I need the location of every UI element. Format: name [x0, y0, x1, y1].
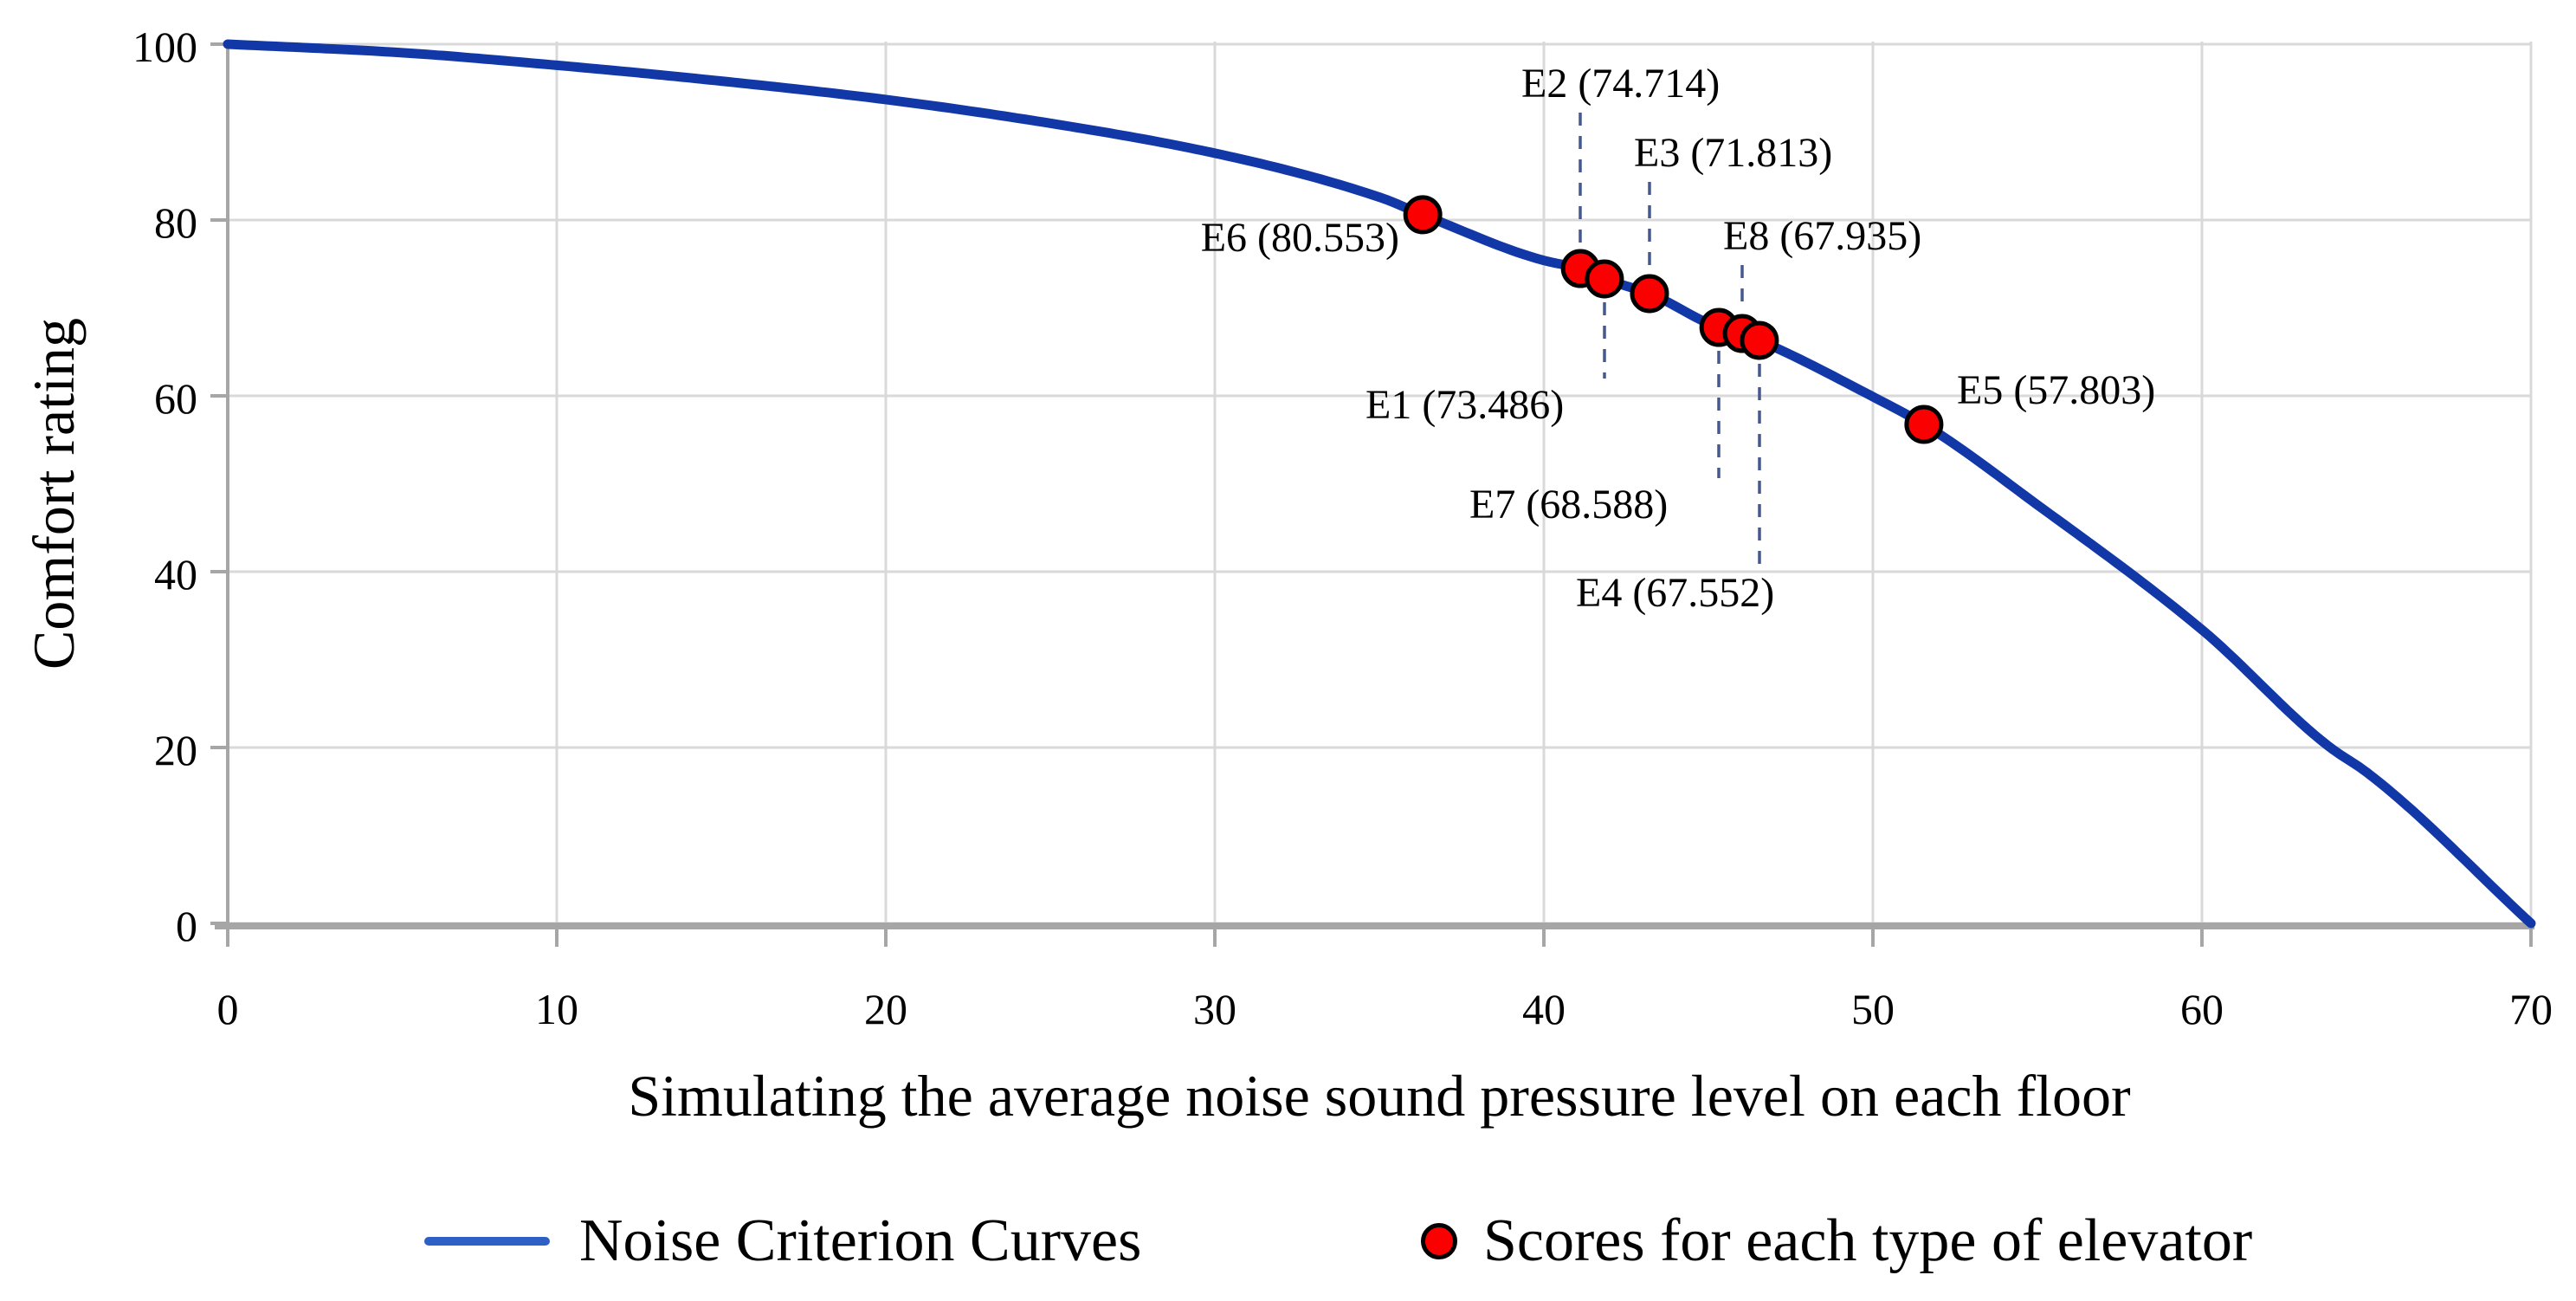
point-label-E5: E5 (57.803) — [1957, 367, 2155, 413]
y-tick-label: 20 — [154, 726, 197, 774]
point-label-E6: E6 (80.553) — [1201, 215, 1399, 261]
x-tick-label: 0 — [217, 985, 239, 1033]
x-tick-label: 40 — [1522, 985, 1566, 1033]
legend-item-noise-criterion-curves: Noise Criterion Curves — [424, 1207, 1141, 1274]
legend-label-scores: Scores for each type of elevator — [1483, 1207, 2253, 1274]
x-tick-label: 70 — [2509, 985, 2553, 1033]
y-tick-label: 80 — [154, 198, 197, 247]
data-point-E6 — [1403, 195, 1443, 235]
y-tick-label: 40 — [154, 550, 197, 599]
point-label-E7: E7 (68.588) — [1469, 482, 1668, 528]
x-tick-label: 20 — [864, 985, 907, 1033]
x-axis-title: Simulating the average noise sound press… — [628, 1063, 2131, 1129]
y-axis-title: Comfort rating — [21, 317, 87, 670]
legend-label-curve: Noise Criterion Curves — [579, 1207, 1142, 1274]
point-label-E2: E2 (74.714) — [1521, 61, 1720, 107]
data-point-E5 — [1904, 405, 1944, 444]
y-tick-label: 0 — [176, 902, 197, 950]
point-label-E1: E1 (73.486) — [1365, 382, 1564, 428]
x-tick-label: 10 — [535, 985, 578, 1033]
legend-item-elevator-scores: Scores for each type of elevator — [1421, 1207, 2252, 1274]
point-label-E3: E3 (71.813) — [1634, 130, 1832, 176]
data-point-E1 — [1585, 259, 1624, 299]
data-point-E3 — [1630, 274, 1669, 314]
noise-criterion-curve — [223, 39, 2536, 929]
y-tick-label: 60 — [154, 374, 197, 423]
y-tick-label: 100 — [132, 23, 197, 71]
data-point-E4 — [1740, 320, 1779, 360]
legend-dot-swatch — [1421, 1223, 1457, 1259]
x-tick-label: 50 — [1851, 985, 1895, 1033]
x-tick-label: 60 — [2180, 985, 2224, 1033]
point-label-E8: E8 (67.935) — [1723, 213, 1921, 259]
legend-line-swatch — [424, 1237, 550, 1246]
x-tick-label: 30 — [1193, 985, 1236, 1033]
point-label-E4: E4 (67.552) — [1576, 570, 1774, 616]
